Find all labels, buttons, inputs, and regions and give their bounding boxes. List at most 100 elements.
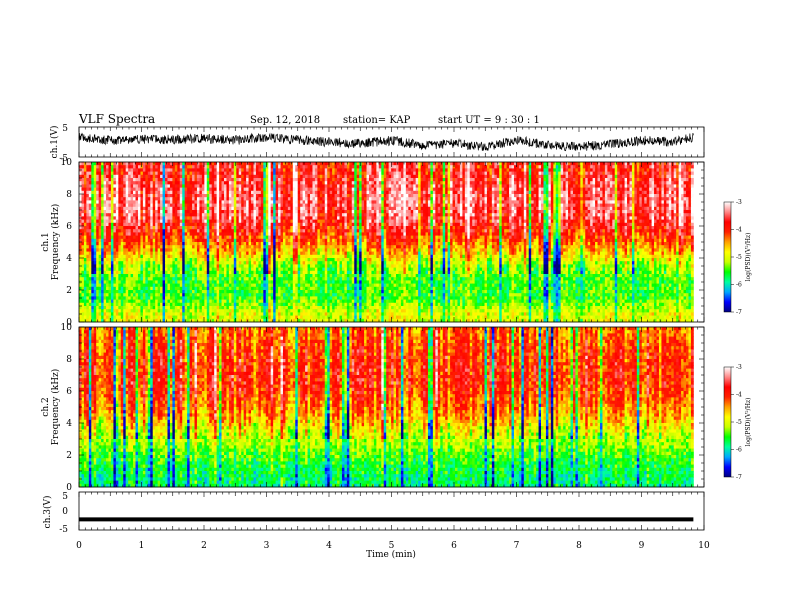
ch1-spec-cell bbox=[86, 223, 89, 227]
ch1-spec-cell bbox=[426, 216, 429, 220]
ch1-spec-cell bbox=[462, 207, 465, 211]
ch1-spec-cell bbox=[143, 207, 146, 211]
ch1-spec-cell bbox=[512, 162, 515, 166]
ch1-spec-cell bbox=[369, 204, 372, 208]
ch1-spec-cell bbox=[212, 220, 215, 224]
ch1-spec-cell bbox=[590, 178, 593, 182]
ch1-spec-cell bbox=[342, 210, 345, 214]
ch1-spec-cell bbox=[136, 220, 139, 224]
ch1-spec-cell bbox=[335, 213, 338, 217]
ch1-spec-cell bbox=[374, 210, 377, 214]
ch1-spec-cell bbox=[534, 213, 537, 217]
ch1-spec-cell bbox=[342, 178, 345, 182]
ch1-spec-cell bbox=[379, 216, 382, 220]
ch1-spec-cell bbox=[367, 220, 370, 224]
ch1-spec-cell bbox=[684, 191, 687, 195]
ch1-spec-cell bbox=[443, 184, 446, 188]
ch1-spec-cell bbox=[140, 175, 143, 179]
ch1-spec-cell bbox=[172, 200, 175, 204]
ch1-spec-cell bbox=[605, 200, 608, 204]
ch1-spec-cell bbox=[337, 175, 340, 179]
ch1-spec-cell bbox=[374, 200, 377, 204]
ch1-spec-cell bbox=[261, 178, 264, 182]
ch1-spec-cell bbox=[681, 178, 684, 182]
ch1-spec-cell bbox=[185, 216, 188, 220]
ch1-spec-cell bbox=[666, 220, 669, 224]
ch1-spec-cell bbox=[172, 197, 175, 201]
ch1-spec-cell bbox=[497, 204, 500, 208]
ch1-spec-cell bbox=[526, 191, 529, 195]
ch1-spec-cell bbox=[187, 165, 190, 169]
ch1-spec-cell bbox=[106, 178, 109, 182]
start-time-label: start UT = 9 : 30 : 1 bbox=[438, 115, 540, 126]
ch1-spec-cell bbox=[406, 184, 409, 188]
ch1-spec-cell bbox=[573, 175, 576, 179]
ch1-spec-cell bbox=[568, 220, 571, 224]
ch1-spec-cell bbox=[123, 204, 126, 208]
ch1-spec-cell bbox=[99, 220, 102, 224]
ch1-spec-cell bbox=[239, 188, 242, 192]
ch1-spec-cell bbox=[108, 204, 111, 208]
ch1-spec-cell bbox=[163, 178, 166, 182]
ch1-spec-cell bbox=[536, 207, 539, 211]
ch1-spec-cell bbox=[202, 184, 205, 188]
ch1-spec-cell bbox=[396, 204, 399, 208]
ch1-spec-cell bbox=[91, 165, 94, 169]
ch1-spec-cell bbox=[389, 213, 392, 217]
ch1-spec-cell bbox=[588, 172, 591, 176]
ch1-spec-cell bbox=[126, 175, 129, 179]
ch1-spec-cell bbox=[622, 216, 625, 220]
ch1-spec-cell bbox=[477, 162, 480, 166]
ch1-spec-cell bbox=[578, 200, 581, 204]
ch1-spec-cell bbox=[374, 188, 377, 192]
ch1-spec-cell bbox=[84, 191, 87, 195]
ch1-spec-cell bbox=[155, 220, 158, 224]
ch1-spec-cell bbox=[450, 200, 453, 204]
ch1-spec-cell bbox=[492, 210, 495, 214]
ch1-spec-cell bbox=[612, 191, 615, 195]
ch1-spec-cell bbox=[96, 210, 99, 214]
ch1-spec-cell bbox=[566, 197, 569, 201]
ch1-spec-cell bbox=[398, 194, 401, 198]
ch1-spec-cell bbox=[239, 178, 242, 182]
ch1-spec-cell bbox=[666, 204, 669, 208]
ch1-spec-cell bbox=[509, 200, 512, 204]
ch1-spec-cell bbox=[113, 216, 116, 220]
ch1-spec-cell bbox=[202, 194, 205, 198]
ch1-spec-cell bbox=[204, 216, 207, 220]
ch1-spec-cell bbox=[391, 184, 394, 188]
ch1-spec-cell bbox=[138, 200, 141, 204]
ch1-spec-cell bbox=[679, 213, 682, 217]
ch1-spec-cell bbox=[136, 216, 139, 220]
ch1-spec-cell bbox=[143, 168, 146, 172]
ch1-spec-cell bbox=[332, 194, 335, 198]
ch1-spec-cell bbox=[197, 184, 200, 188]
ch1-spec-cell bbox=[615, 213, 618, 217]
ch1-spec-cell bbox=[180, 220, 183, 224]
ch1-spec-cell bbox=[116, 200, 119, 204]
ch1-spec-cell bbox=[578, 191, 581, 195]
ch1-spec-cell bbox=[455, 188, 458, 192]
ch1-spec-cell bbox=[150, 223, 153, 227]
ch1-spec-cell bbox=[475, 162, 478, 166]
ch1-spec-cell bbox=[113, 162, 116, 166]
ch1-spec-cell bbox=[403, 194, 406, 198]
ch1-spec-cell bbox=[217, 175, 220, 179]
ch1-spec-cell bbox=[462, 220, 465, 224]
ch1-spec-cell bbox=[359, 220, 362, 224]
ch1-spec-cell bbox=[612, 207, 615, 211]
ch1-spec-cell bbox=[433, 200, 436, 204]
ch1-spec-cell bbox=[440, 191, 443, 195]
ch1-spec-cell bbox=[659, 175, 662, 179]
ch1-spec-cell bbox=[207, 165, 210, 169]
ch1-spec-cell bbox=[96, 216, 99, 220]
ch1-spec-cell bbox=[669, 191, 672, 195]
ch1-spec-cell bbox=[376, 216, 379, 220]
ch1-spec-cell bbox=[448, 184, 451, 188]
ch1-spec-cell bbox=[516, 162, 519, 166]
ch1-spec-cell bbox=[128, 181, 131, 185]
ch1-spec-cell bbox=[497, 210, 500, 214]
ch1-spec-cell bbox=[256, 197, 259, 201]
ch1-spec-cell bbox=[435, 191, 438, 195]
ch1-spec-cell bbox=[418, 204, 421, 208]
